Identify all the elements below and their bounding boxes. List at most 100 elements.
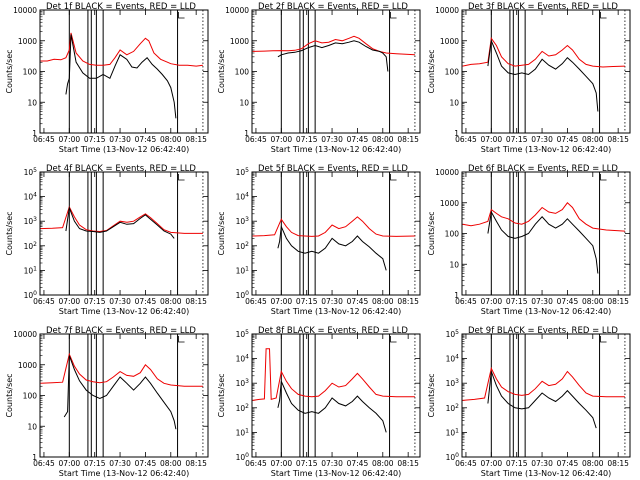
x-tick-label: 06:45	[245, 297, 267, 306]
y-tick-label: 10	[27, 422, 37, 431]
lld-series-line	[252, 216, 415, 237]
y-tick-label: 10000	[435, 6, 459, 15]
y-axis-label: Counts/sec	[5, 373, 14, 417]
x-tick-label: 07:00	[481, 297, 503, 306]
y-tick-label: 1000	[18, 37, 37, 46]
events-series-line	[65, 34, 177, 119]
segment-bracket	[178, 336, 185, 343]
segment-bracket	[390, 174, 397, 181]
y-tick-label: 100	[446, 452, 460, 462]
y-tick-label: 103	[236, 216, 250, 226]
detector-4-panel: Det 4f BLACK = Events, RED = LLD 06:45 07:…	[5, 164, 209, 316]
events-series-line	[63, 355, 177, 430]
y-tick-label: 10000	[435, 168, 459, 177]
x-tick-label: 08:15	[607, 135, 629, 144]
y-tick-label: 101	[236, 265, 250, 275]
y-tick-label: 102	[236, 241, 250, 251]
y-tick-label: 100	[236, 452, 250, 462]
y-tick-label: 101	[24, 265, 38, 275]
lld-series-line	[252, 348, 415, 401]
x-tick-label: 06:45	[455, 297, 477, 306]
y-tick-label: 102	[24, 241, 38, 251]
x-tick-label: 06:45	[245, 135, 267, 144]
y-axis-label: Counts/sec	[217, 49, 226, 93]
x-tick-label: 07:45	[557, 297, 579, 306]
y-tick-label: 100	[24, 290, 38, 300]
x-tick-label: 07:00	[59, 459, 81, 468]
x-tick-label: 07:30	[531, 459, 553, 468]
panel-title: Det 2f BLACK = Events, RED = LLD	[258, 2, 408, 12]
y-axis-label: Counts/sec	[217, 373, 226, 417]
y-tick-label: 104	[446, 354, 460, 364]
segment-bracket	[178, 12, 185, 19]
x-tick-label: 07:15	[296, 297, 318, 306]
y-tick-label: 100	[235, 68, 250, 77]
x-tick-label: 08:00	[372, 459, 394, 468]
y-axis-label: Counts/sec	[217, 211, 226, 255]
x-axis-label: Start Time (13-Nov-12 06:42:40)	[481, 469, 611, 478]
y-tick-label: 1000	[440, 37, 459, 46]
x-tick-label: 07:45	[135, 135, 157, 144]
x-tick-label: 07:30	[109, 459, 131, 468]
y-tick-label: 103	[24, 216, 38, 226]
x-tick-label: 07:00	[481, 459, 503, 468]
x-axis-label: Start Time (13-Nov-12 06:42:40)	[59, 469, 189, 478]
panel-title: Det 9f BLACK = Events, RED = LLD	[468, 326, 618, 336]
x-tick-label: 08:15	[185, 459, 207, 468]
x-tick-label: 08:00	[582, 135, 604, 144]
x-tick-label: 07:45	[557, 135, 579, 144]
y-tick-label: 100	[445, 68, 460, 77]
y-tick-label: 1	[454, 129, 459, 138]
x-axis-label: Start Time (13-Nov-12 06:42:40)	[271, 469, 401, 478]
lld-series-line	[462, 366, 625, 401]
x-axis-label: Start Time (13-Nov-12 06:42:40)	[481, 307, 611, 316]
x-tick-label: 08:15	[397, 297, 419, 306]
y-axis-label: Counts/sec	[427, 211, 436, 255]
x-tick-label: 07:00	[271, 135, 293, 144]
detector-1-panel: Det 1f BLACK = Events, RED = LLD 06:45 07:…	[5, 2, 209, 154]
y-tick-label: 104	[24, 192, 38, 202]
x-tick-label: 08:15	[397, 459, 419, 468]
events-series-line	[277, 224, 387, 271]
segment-bracket	[600, 12, 607, 19]
x-tick-label: 08:15	[397, 135, 419, 144]
x-tick-label: 08:00	[582, 297, 604, 306]
x-tick-label: 07:45	[347, 135, 369, 144]
detector-5-panel: Det 5f BLACK = Events, RED = LLD 06:45 07:…	[217, 164, 421, 316]
y-tick-label: 104	[236, 354, 250, 364]
x-tick-label: 07:45	[347, 297, 369, 306]
events-series-line	[487, 210, 599, 274]
x-tick-label: 07:15	[506, 135, 528, 144]
panel-title: Det 8f BLACK = Events, RED = LLD	[258, 326, 408, 336]
lld-series-line	[40, 352, 203, 387]
plot-frame	[461, 333, 631, 458]
y-tick-label: 1000	[18, 361, 37, 370]
x-tick-label: 07:30	[531, 135, 553, 144]
y-tick-label: 10000	[225, 6, 249, 15]
segment-bracket	[600, 174, 607, 181]
x-tick-label: 07:00	[59, 135, 81, 144]
x-tick-label: 07:15	[296, 135, 318, 144]
x-tick-label: 07:15	[84, 135, 106, 144]
x-axis-label: Start Time (13-Nov-12 06:42:40)	[59, 145, 189, 154]
panel-title: Det 3f BLACK = Events, RED = LLD	[468, 2, 618, 12]
x-tick-label: 07:45	[135, 297, 157, 306]
x-tick-label: 08:15	[185, 297, 207, 306]
segment-bracket	[390, 336, 397, 343]
panel-title: Det 7f BLACK = Events, RED = LLD	[46, 326, 196, 336]
x-tick-label: 08:00	[160, 297, 182, 306]
lld-series-line	[40, 205, 203, 234]
x-tick-label: 07:00	[271, 297, 293, 306]
y-tick-label: 105	[236, 167, 250, 177]
events-series-line	[277, 40, 389, 72]
y-axis-label: Counts/sec	[5, 211, 14, 255]
x-tick-label: 08:00	[582, 459, 604, 468]
y-tick-label: 100	[23, 68, 38, 77]
y-tick-label: 1000	[230, 37, 249, 46]
x-tick-label: 06:45	[33, 135, 55, 144]
x-tick-label: 08:00	[160, 459, 182, 468]
segment-bracket	[600, 336, 607, 343]
events-series-line	[277, 381, 387, 433]
